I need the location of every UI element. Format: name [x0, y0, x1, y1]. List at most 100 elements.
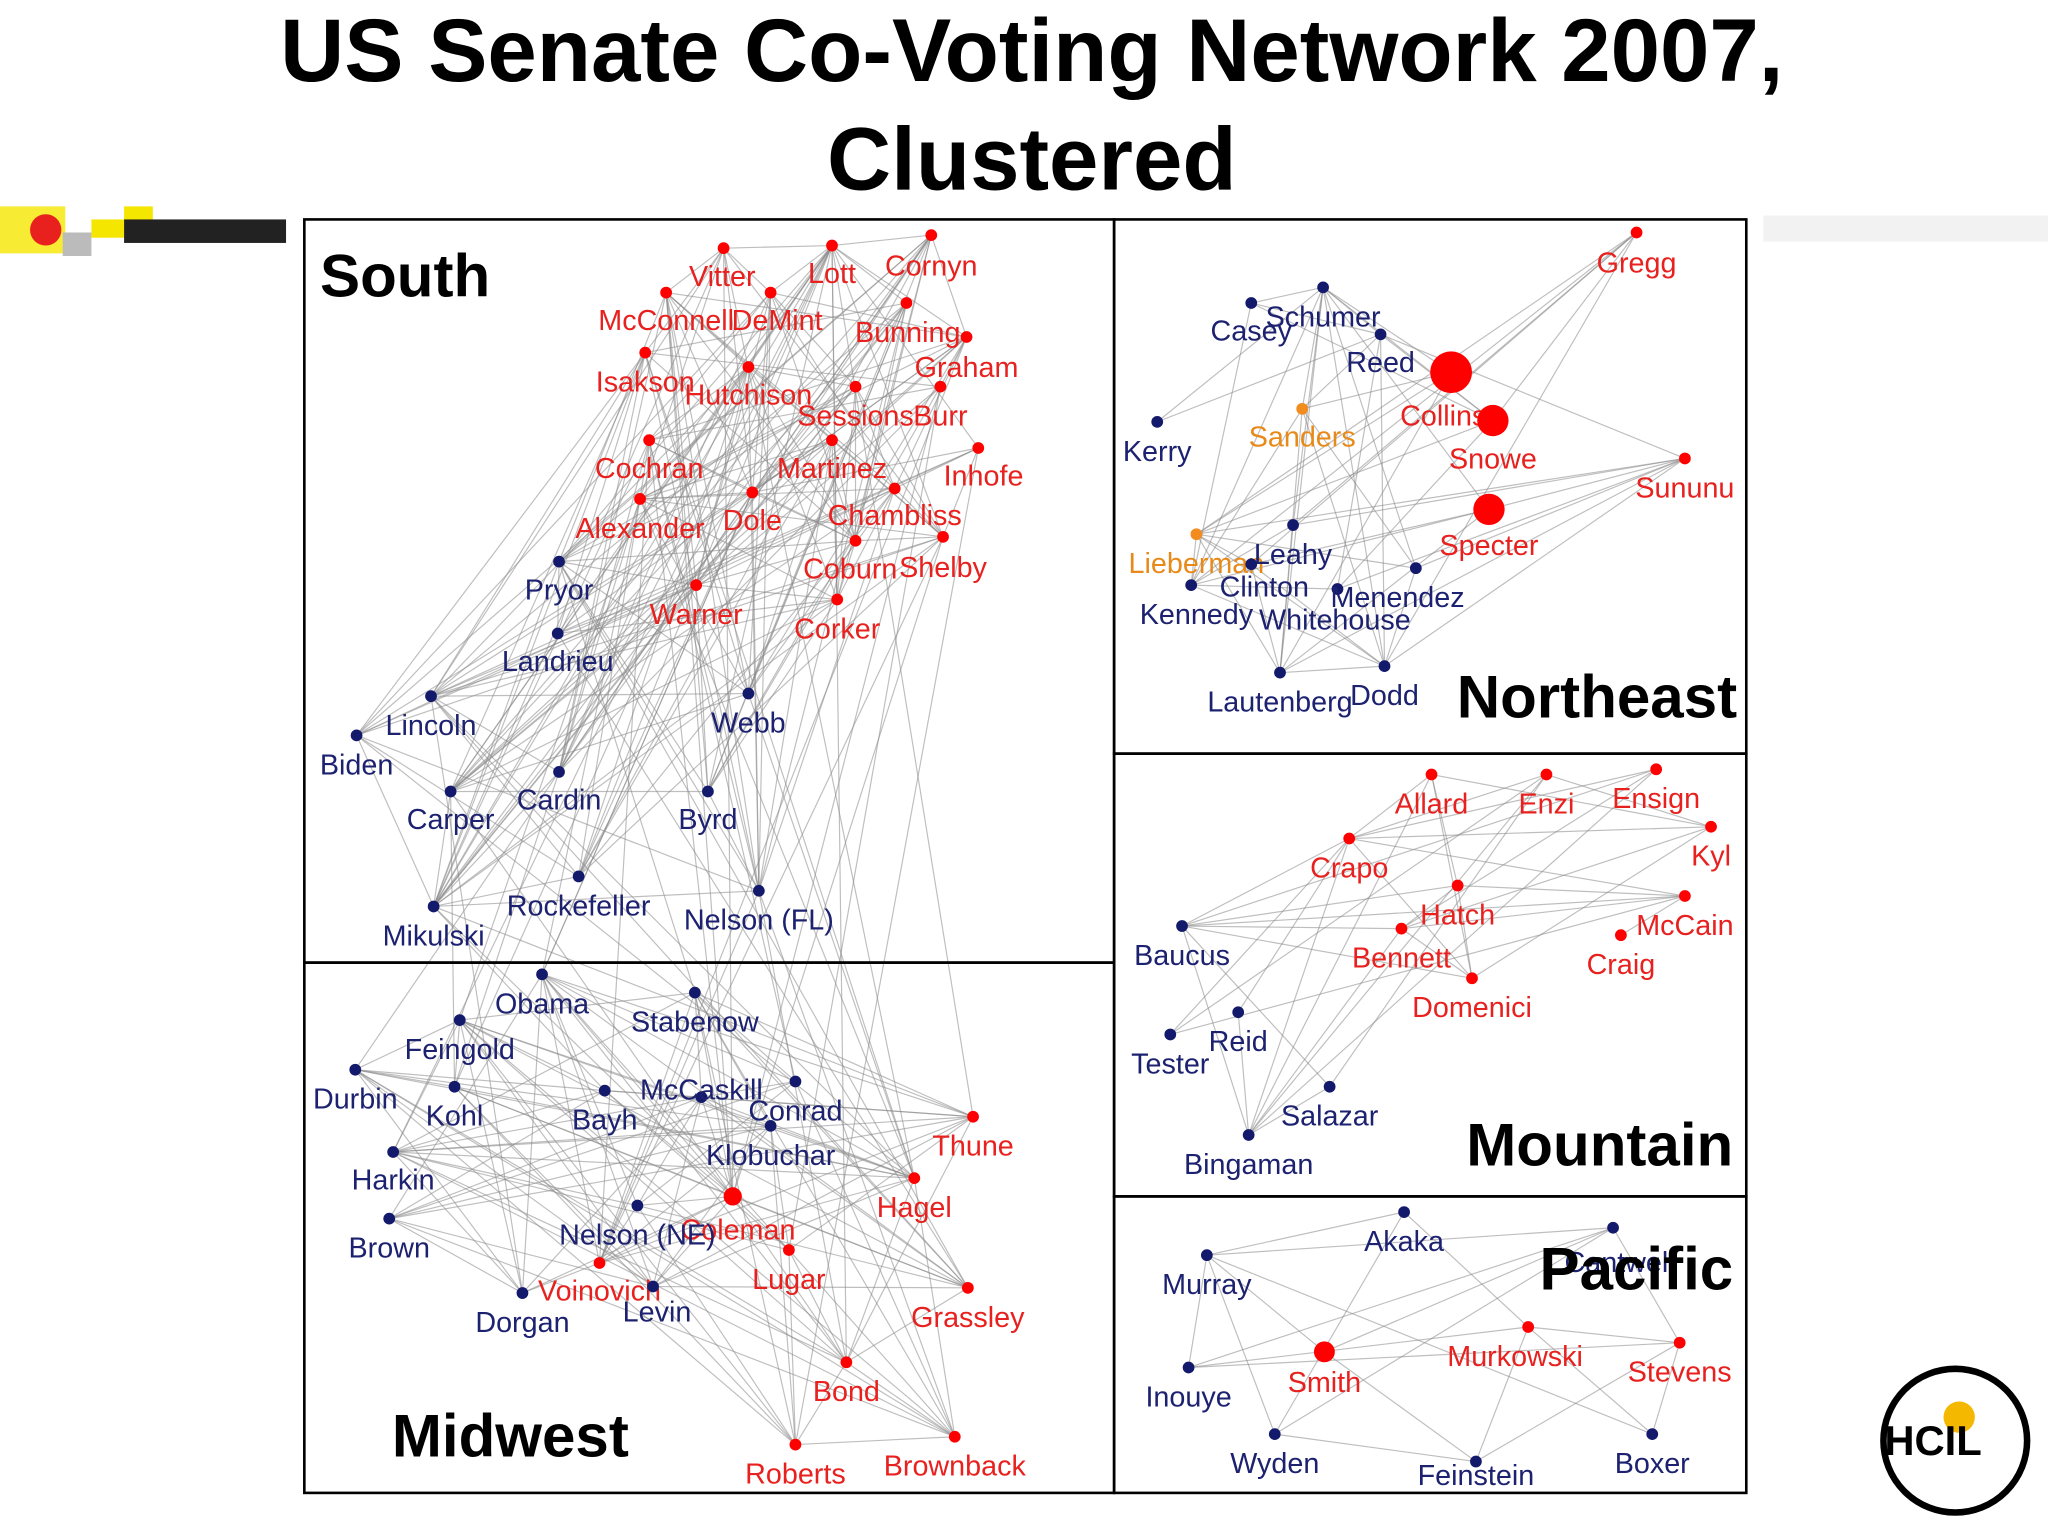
node-label: Levin — [623, 1297, 692, 1329]
edge — [752, 491, 856, 542]
edge — [1457, 885, 1473, 979]
edge — [1430, 774, 1459, 886]
edge — [453, 1020, 461, 1087]
node — [1615, 929, 1627, 942]
edge — [558, 366, 749, 773]
edge — [1237, 838, 1350, 1013]
edge — [393, 1151, 638, 1207]
node — [1343, 832, 1356, 845]
node — [444, 785, 457, 798]
edge — [1301, 287, 1324, 409]
node-label: Wyden — [1230, 1448, 1319, 1480]
node-label: Rockefeller — [507, 890, 651, 922]
edge — [433, 245, 833, 907]
node-label: Brownback — [884, 1451, 1027, 1483]
edge — [356, 536, 944, 736]
edge — [430, 584, 697, 697]
node-label: DeMint — [732, 305, 823, 337]
node — [690, 579, 703, 592]
node — [1313, 1341, 1335, 1363]
node-label: Lautenberg — [1207, 687, 1352, 719]
edge — [1380, 333, 1686, 459]
node — [1646, 1428, 1659, 1440]
edge — [459, 1019, 969, 1289]
edge — [942, 447, 979, 538]
node — [1650, 763, 1663, 776]
edge — [1274, 1211, 1405, 1435]
node — [967, 1110, 979, 1123]
edge — [694, 992, 969, 1289]
edge — [846, 1287, 969, 1363]
node-label: Obama — [495, 988, 589, 1020]
node — [960, 331, 973, 343]
edge — [450, 336, 967, 792]
edge — [894, 336, 968, 489]
node-label: Specter — [1439, 530, 1538, 562]
edge — [1651, 1342, 1681, 1435]
node — [789, 1075, 802, 1088]
node — [742, 687, 755, 700]
node — [1630, 226, 1643, 239]
edge — [747, 292, 772, 694]
edge — [356, 487, 895, 736]
node-label: Klobuchar — [706, 1140, 836, 1172]
node — [1317, 281, 1329, 294]
node-label: Leahy — [1254, 539, 1333, 571]
node-label: Biden — [320, 749, 393, 781]
node — [593, 1257, 606, 1269]
edge — [637, 1195, 733, 1207]
edge — [1279, 508, 1490, 674]
edge — [1415, 457, 1686, 569]
edge — [831, 245, 907, 304]
node — [350, 729, 363, 742]
node-label: Carper — [407, 804, 495, 836]
edge — [1279, 371, 1452, 673]
edge — [388, 1090, 606, 1220]
node — [961, 1281, 974, 1294]
node — [553, 555, 565, 568]
edge — [748, 366, 944, 538]
node-label: Conrad — [748, 1095, 842, 1127]
edge — [648, 292, 772, 441]
node-label: Menendez — [1330, 582, 1464, 614]
node — [849, 380, 862, 393]
edge — [430, 695, 580, 877]
edge — [354, 1069, 956, 1438]
node — [1190, 528, 1203, 541]
node — [695, 1091, 708, 1104]
edge — [723, 248, 915, 1179]
edge — [1248, 838, 1350, 1136]
edge — [356, 234, 932, 736]
edge — [1196, 533, 1416, 569]
edge — [788, 1249, 847, 1363]
node — [937, 530, 949, 543]
edge — [1471, 826, 1712, 979]
node — [826, 239, 838, 252]
edge — [639, 498, 915, 1179]
edge — [1157, 333, 1381, 423]
edge — [578, 439, 833, 877]
edge — [845, 1116, 974, 1363]
edge — [1181, 768, 1657, 927]
edge — [558, 561, 760, 892]
edge — [430, 695, 915, 1179]
node-label: Snowe — [1449, 444, 1537, 476]
node — [1287, 519, 1299, 531]
node — [1182, 1361, 1195, 1374]
node-label: Kohl — [426, 1101, 483, 1133]
edge — [1169, 774, 1547, 1035]
edge — [1190, 287, 1324, 586]
edge — [794, 1081, 956, 1437]
edge — [732, 1195, 969, 1289]
node — [826, 434, 838, 447]
edge — [1322, 287, 1386, 667]
node — [631, 1199, 644, 1212]
node-label: Allard — [1395, 788, 1468, 820]
edge — [558, 561, 749, 695]
edge — [723, 248, 734, 1197]
edge — [433, 247, 725, 907]
node-label: Boxer — [1615, 1448, 1690, 1480]
edge — [430, 366, 749, 697]
node-label: Ensign — [1612, 783, 1700, 815]
edge — [433, 890, 759, 908]
